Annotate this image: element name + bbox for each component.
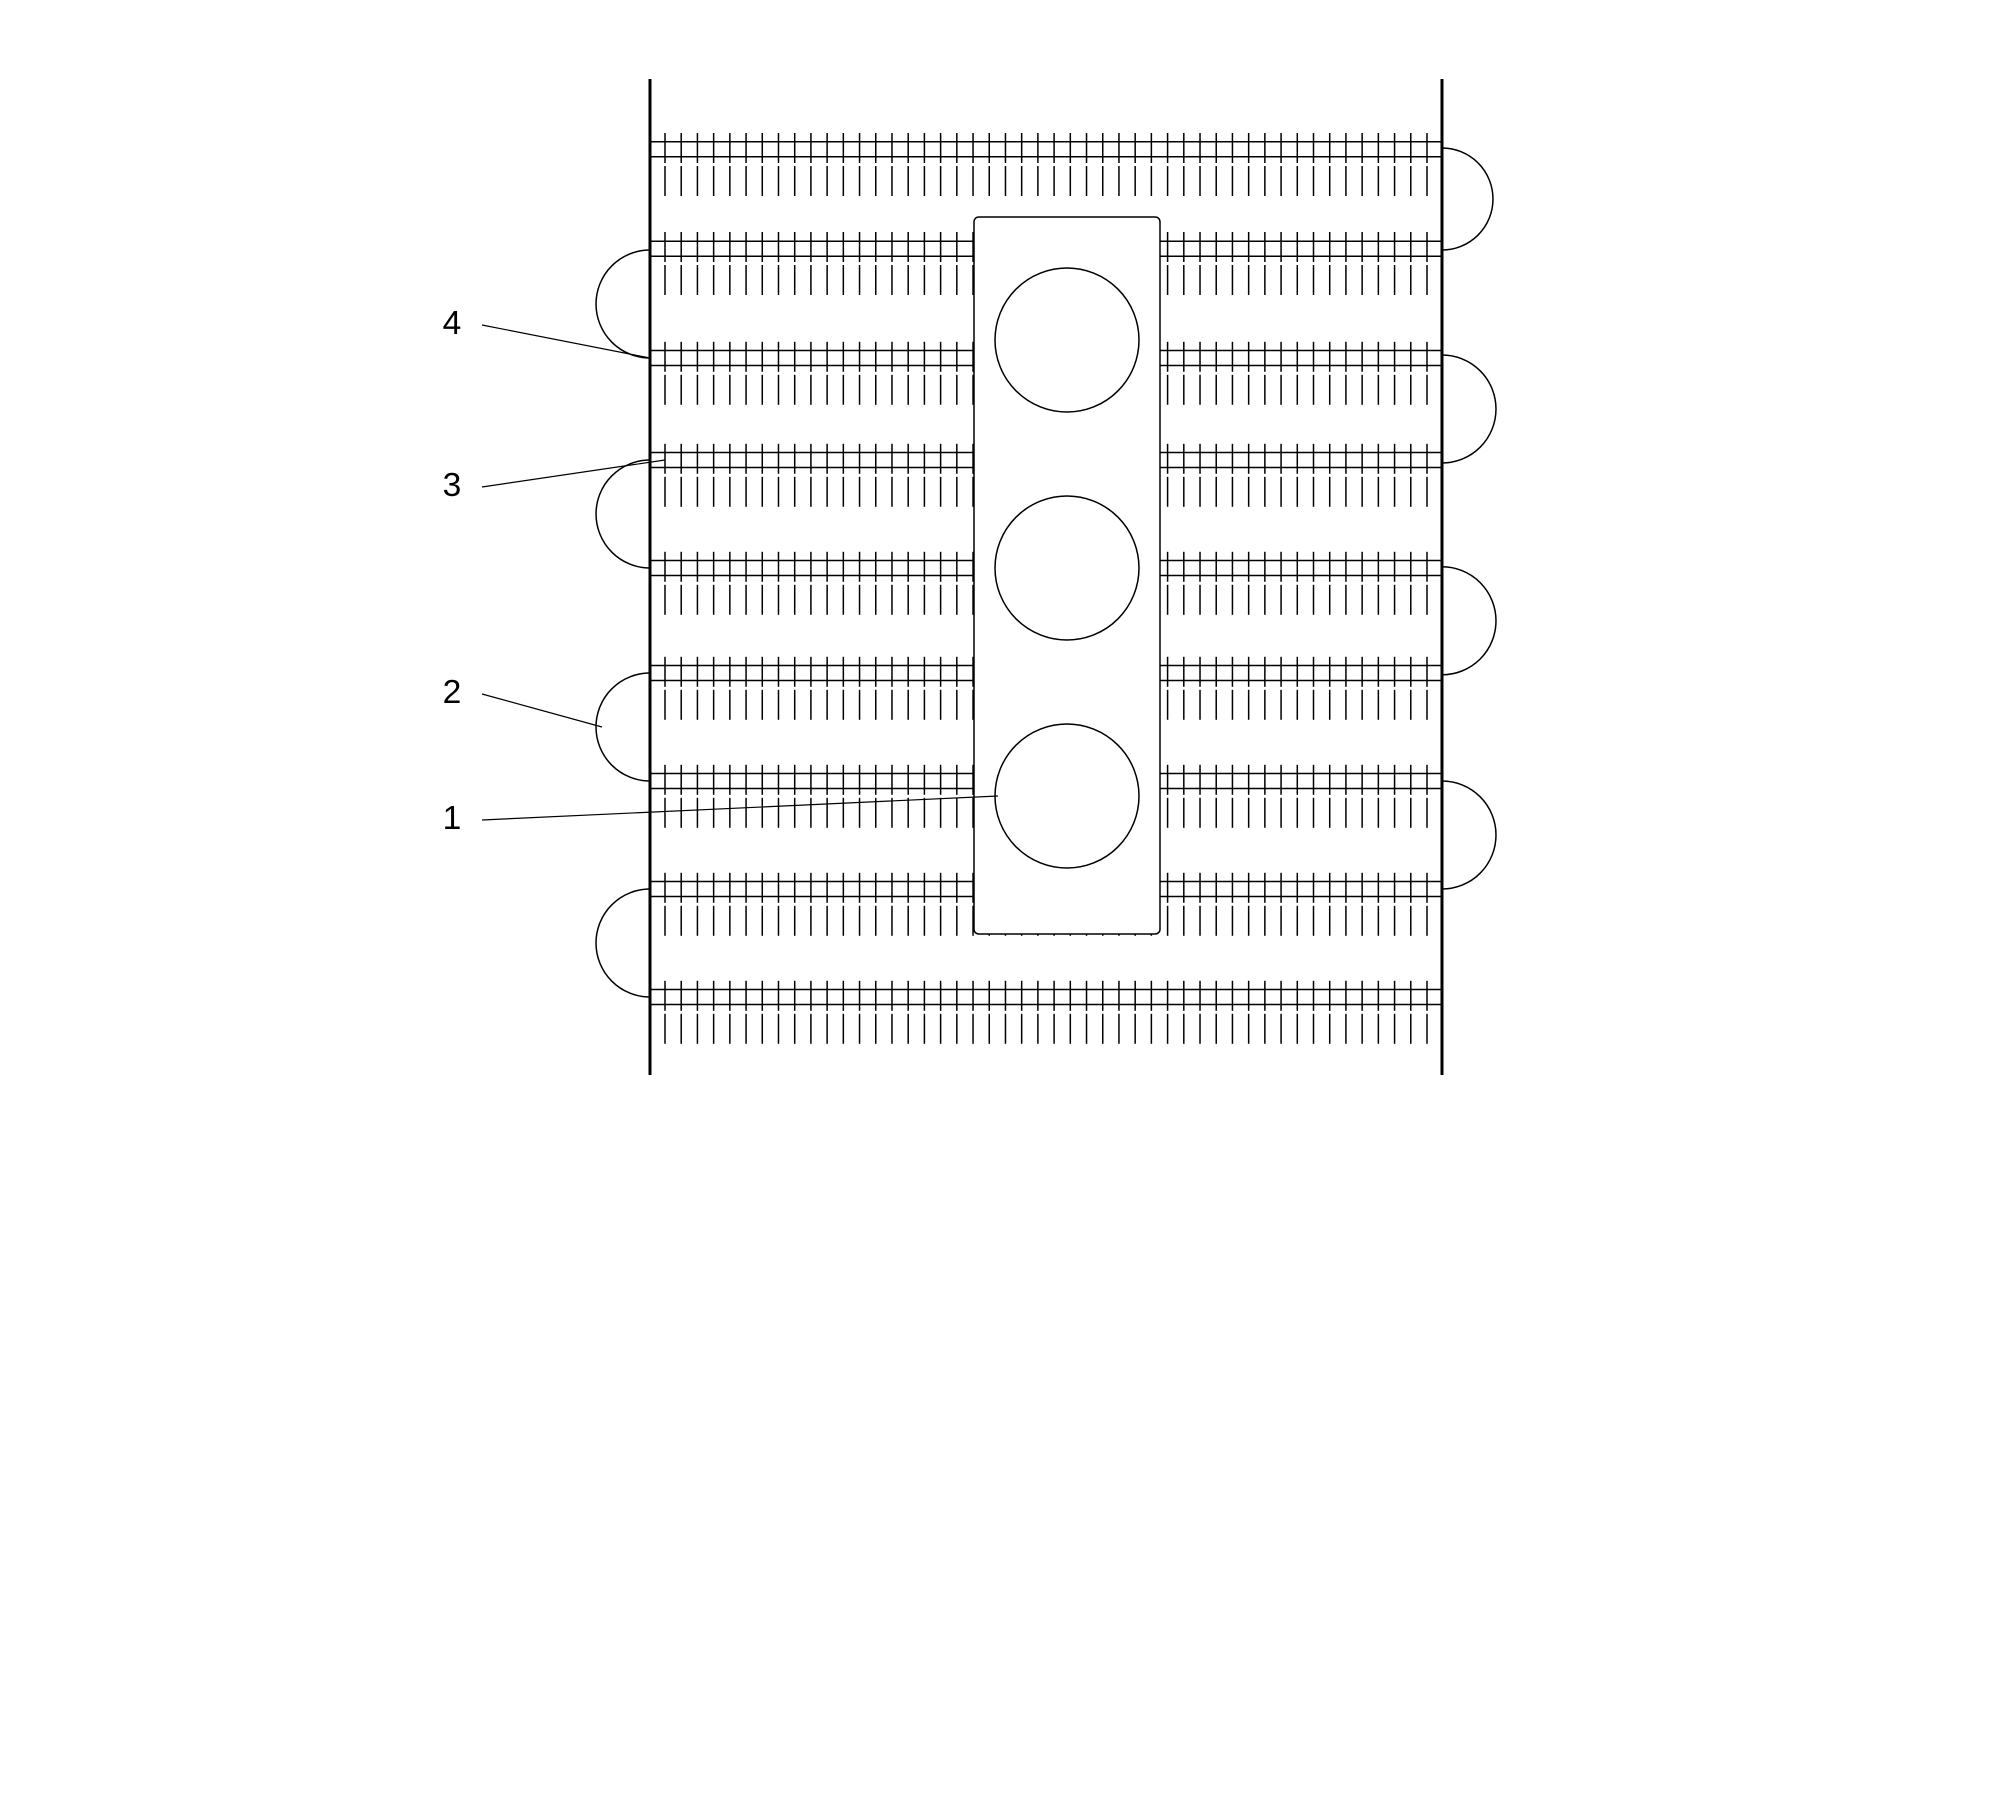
label-1: 1 — [442, 800, 461, 837]
technical-diagram: 4 3 2 1 — [398, 40, 1591, 1119]
fan-opening-3 — [995, 724, 1139, 868]
leader-line-2 — [482, 694, 602, 727]
fan-opening-1 — [995, 268, 1139, 412]
fan-opening-2 — [995, 496, 1139, 640]
labels-group: 4 3 2 1 — [442, 305, 997, 837]
leader-line-3 — [482, 460, 665, 487]
label-2: 2 — [442, 674, 461, 711]
label-3: 3 — [442, 467, 461, 504]
leader-line-4 — [482, 325, 650, 358]
label-4: 4 — [442, 305, 461, 342]
leader-line-1 — [482, 796, 998, 820]
